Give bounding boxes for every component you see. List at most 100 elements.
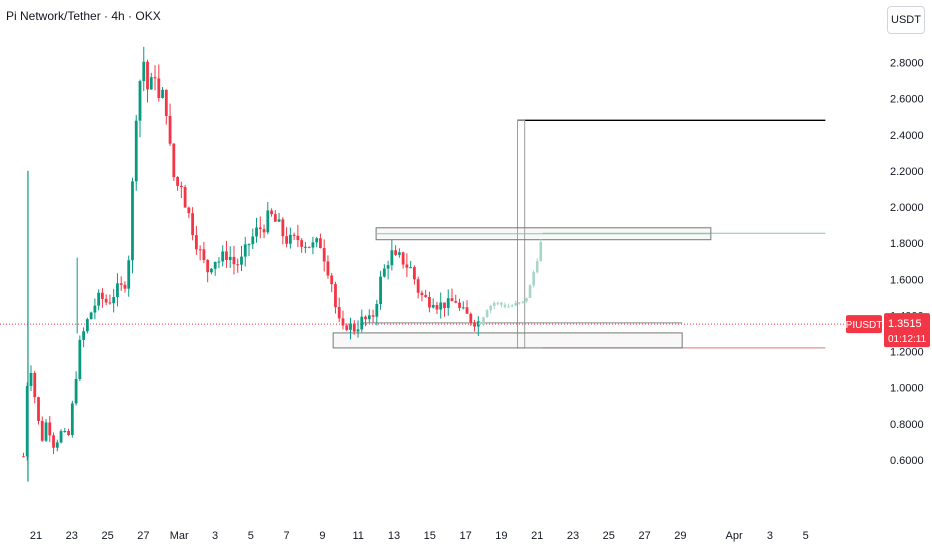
- candle-body: [428, 296, 431, 308]
- candle-body: [413, 267, 416, 280]
- symbol-badge: [846, 315, 882, 334]
- projected-candle-body: [485, 310, 489, 318]
- projected-candle-body: [518, 302, 521, 304]
- candle-body: [52, 435, 55, 448]
- candle-body: [63, 430, 67, 432]
- demand-zone-box[interactable]: [332, 332, 683, 349]
- x-tick-label: 23: [66, 530, 78, 542]
- candle-body: [55, 442, 59, 448]
- candle-body: [300, 240, 304, 247]
- candle-body: [191, 213, 195, 236]
- candle-body: [131, 181, 134, 261]
- candle-body: [251, 236, 255, 245]
- x-tick-label: 3: [212, 530, 218, 542]
- candle-body: [288, 234, 292, 244]
- projected-candle-body: [496, 302, 500, 304]
- y-tick-label: 1.2000: [890, 347, 924, 359]
- candle-body: [37, 397, 40, 421]
- candle-body: [420, 292, 424, 296]
- y-tick-label: 0.6000: [890, 455, 924, 467]
- candle-body: [198, 249, 202, 251]
- x-tick-label: 25: [603, 530, 615, 542]
- candle-body: [142, 61, 146, 82]
- projected-candle-body: [482, 317, 485, 325]
- candle-body: [243, 244, 247, 257]
- candle-body: [74, 379, 78, 404]
- x-tick-label: 19: [495, 530, 507, 542]
- x-tick-label: 21: [30, 530, 42, 542]
- x-tick-label: 25: [101, 530, 113, 542]
- candle-body: [371, 315, 375, 317]
- candle-body: [67, 430, 70, 436]
- candle-body: [450, 298, 454, 302]
- candle-body: [360, 316, 364, 330]
- candle-body: [97, 292, 101, 306]
- candle-body: [397, 252, 401, 255]
- candle-body: [356, 329, 360, 332]
- candle-body: [40, 420, 44, 441]
- candle-body: [394, 250, 398, 255]
- candle-body: [319, 238, 322, 249]
- candle-body: [119, 283, 123, 285]
- y-tick-label: 2.6000: [890, 94, 924, 106]
- candle-body: [59, 431, 63, 443]
- x-tick-label: 15: [424, 530, 436, 542]
- candle-body: [247, 244, 251, 246]
- candle-body: [176, 177, 179, 186]
- candle-body: [341, 318, 345, 326]
- x-tick-label: 5: [803, 530, 809, 542]
- candle-body: [458, 302, 461, 308]
- y-tick-label: 1.6000: [890, 274, 924, 286]
- candle-body: [401, 252, 405, 265]
- candle-body: [307, 246, 311, 248]
- current-price-value: 1.3515: [888, 318, 922, 330]
- y-tick-label: 2.0000: [890, 202, 924, 214]
- projected-candle-body: [500, 302, 503, 305]
- candle-body: [161, 89, 164, 98]
- candle-body: [179, 185, 183, 188]
- projected-candle-body: [521, 301, 525, 303]
- projected-candle-body: [507, 306, 510, 308]
- currency-unit-button[interactable]: USDT: [887, 6, 925, 34]
- candle-body: [232, 256, 236, 265]
- projected-candle-body: [535, 261, 539, 273]
- candle-body: [82, 331, 86, 340]
- y-tick-label: 2.8000: [890, 58, 924, 70]
- candle-body: [213, 261, 217, 269]
- y-tick-label: 2.2000: [890, 166, 924, 178]
- candle-body: [281, 219, 285, 237]
- x-tick-label: 23: [567, 530, 579, 542]
- y-tick-label: 0.8000: [890, 419, 924, 431]
- x-tick-label: 13: [388, 530, 400, 542]
- x-tick-label: Apr: [726, 530, 743, 542]
- candle-body: [446, 298, 450, 308]
- candle-body: [123, 284, 127, 289]
- projected-candle-body: [532, 272, 535, 286]
- candle-body: [349, 323, 352, 330]
- projected-candle-body: [525, 297, 528, 302]
- candle-body: [138, 81, 142, 121]
- candle-body: [439, 302, 443, 310]
- projected-candle-body: [514, 303, 518, 306]
- candle-body: [405, 264, 409, 268]
- candle-body: [33, 372, 37, 398]
- candle-body: [337, 307, 341, 319]
- candle-body: [315, 238, 319, 243]
- x-tick-label: 5: [248, 530, 254, 542]
- candle-body: [168, 116, 172, 144]
- candle-body: [461, 307, 465, 309]
- candle-body: [116, 283, 119, 298]
- candle-body: [217, 261, 221, 263]
- candle-body: [311, 242, 315, 248]
- x-tick-label: 29: [674, 530, 686, 542]
- projected-candle-body: [510, 305, 514, 307]
- candle-body: [277, 219, 281, 222]
- candle-body: [285, 236, 288, 244]
- candle-body: [390, 250, 394, 266]
- candle-body: [364, 316, 367, 320]
- symbol-label: PIUSDT: [846, 320, 883, 331]
- candle-body: [104, 298, 108, 303]
- candle-body: [326, 261, 330, 276]
